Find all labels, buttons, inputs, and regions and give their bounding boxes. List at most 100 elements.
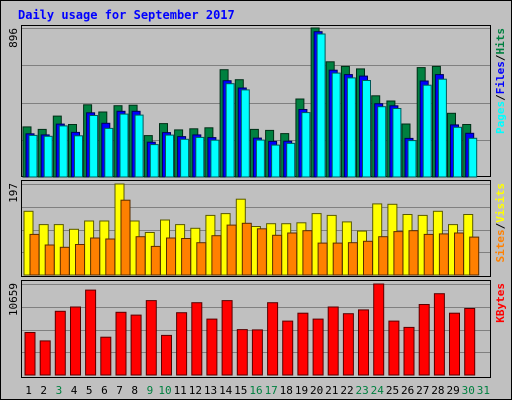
x-tick-label-9: 9 [147,384,154,397]
bar-kbytes-25 [388,320,400,376]
bar-pages-15 [240,89,250,178]
bar-pages-7 [119,113,129,178]
bar-kbytes-11 [176,312,188,376]
bar-kbytes-14 [221,300,233,376]
bar-sites-18 [287,232,298,276]
bar-pages-17 [271,144,281,178]
bar-sites-20 [317,242,328,276]
bar-pages-20 [316,33,326,178]
right-label-part-sites: Sites [494,229,507,262]
x-tick-label-31: 31 [477,384,490,397]
bar-kbytes-30 [464,308,476,376]
bar-sites-11 [181,238,192,276]
bar-sites-9 [150,245,161,276]
x-tick-label-28: 28 [431,384,444,397]
right-label-visitors: Sites/Visits [494,183,507,263]
bar-pages-8 [134,114,144,178]
right-label-separator: / [494,222,507,229]
x-tick-label-10: 10 [158,384,171,397]
x-tick-label-2: 2 [40,384,47,397]
bar-pages-3 [58,125,68,178]
x-tick-label-27: 27 [416,384,429,397]
right-label-requests: Pages/Files/Hits [494,28,507,134]
bar-pages-13 [210,139,220,178]
bar-pages-19 [301,112,311,178]
bar-kbytes-28 [433,293,445,376]
bar-pages-26 [407,140,417,178]
bar-pages-11 [180,138,190,178]
bar-sites-19 [302,230,313,276]
bar-pages-16 [255,139,265,178]
bar-sites-5 [90,237,101,276]
bar-pages-23 [362,80,371,178]
right-label-part-visits: Visits [494,183,507,223]
x-tick-label-23: 23 [355,384,368,397]
bar-pages-22 [346,77,356,178]
bar-sites-7 [120,199,131,276]
x-tick-label-6: 6 [101,384,108,397]
bar-kbytes-20 [312,318,324,376]
ymax-label-kbytes: 10659 [7,283,20,316]
bar-kbytes-27 [418,304,430,376]
bar-kbytes-12 [191,302,203,376]
x-axis: 1 2 3 4 5 6 7 8 9 10 11 12 13 14 15 16 17 18 19 20 21 22 23 24 2… [25,384,490,397]
bar-kbytes-29 [449,312,460,376]
bar-pages-24 [377,106,387,178]
bar-sites-14 [226,224,237,276]
x-tick-label-5: 5 [86,384,93,397]
bar-pages-21 [331,72,341,178]
x-tick-label-22: 22 [340,384,353,397]
bar-kbytes-13 [206,318,218,376]
right-label-part-kbytes: KBytes [494,283,507,323]
ymax-label-visitors: 197 [7,183,20,203]
right-label-part-pages: Pages [494,101,507,134]
bar-pages-2 [43,135,53,178]
x-tick-label-25: 25 [386,384,399,397]
right-label-part-files: Files [494,61,507,94]
bar-pages-12 [195,136,205,178]
x-tick-label-15: 15 [234,384,247,397]
bar-sites-2 [44,244,55,276]
x-tick-label-24: 24 [371,384,385,397]
x-tick-label-12: 12 [189,384,202,397]
bar-pages-6 [104,127,114,178]
bar-sites-10 [166,237,176,276]
bar-pages-10 [165,134,174,178]
bar-sites-30 [469,236,480,276]
x-tick-label-7: 7 [116,384,123,397]
x-tick-label-26: 26 [401,384,414,397]
chart-title: Daily usage for September 2017 [18,8,235,22]
bar-pages-9 [149,144,159,178]
bar-pages-27 [422,84,432,178]
bar-sites-21 [332,242,343,276]
x-tick-label-21: 21 [325,384,338,397]
right-label-part-hits: Hits [494,28,507,55]
x-tick-label-13: 13 [204,384,217,397]
bar-kbytes-10 [161,334,172,376]
bar-pages-5 [89,115,99,178]
bar-pages-30 [468,137,478,178]
x-tick-label-11: 11 [174,384,187,397]
bar-sites-12 [196,242,207,276]
bar-kbytes-8 [130,314,142,376]
right-label-separator: / [494,54,507,61]
bar-sites-29 [454,232,464,276]
bar-sites-13 [211,235,222,276]
bar-sites-6 [105,238,116,276]
panel-visitors: 197 Sites/Visits [7,180,507,277]
bar-sites-3 [59,246,70,276]
bar-kbytes-4 [70,306,81,376]
x-tick-label-18: 18 [280,384,293,397]
bar-kbytes-19 [297,312,309,376]
x-tick-label-30: 30 [462,384,475,397]
x-tick-label-16: 16 [249,384,262,397]
x-tick-label-20: 20 [310,384,323,397]
bar-kbytes-18 [282,320,294,376]
bar-pages-29 [453,126,462,178]
bar-pages-18 [286,142,296,178]
bar-sites-4 [75,244,85,276]
bar-kbytes-17 [267,302,279,376]
bar-kbytes-5 [85,289,97,376]
